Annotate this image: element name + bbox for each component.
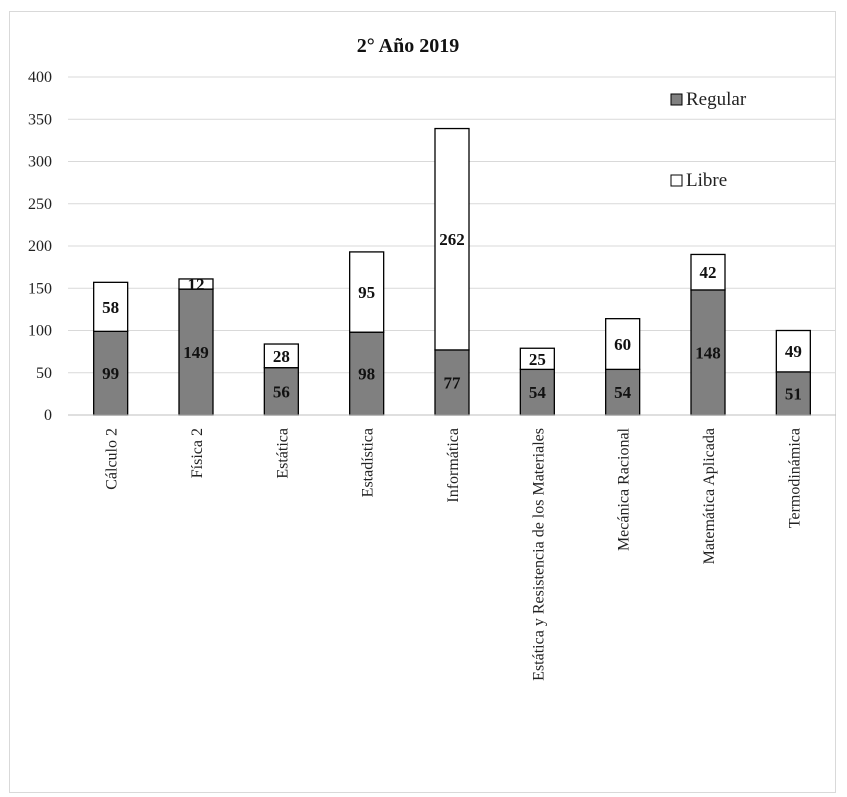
data-label: 60 bbox=[614, 335, 631, 354]
data-label: 54 bbox=[529, 383, 547, 402]
data-label: 98 bbox=[358, 365, 375, 384]
bars bbox=[93, 127, 811, 416]
y-tick-label: 50 bbox=[36, 365, 52, 382]
y-tick-label: 400 bbox=[28, 69, 52, 86]
data-label: 77 bbox=[444, 373, 462, 392]
bar-regular bbox=[690, 289, 726, 416]
x-category-label: Informática bbox=[445, 428, 462, 503]
legend-swatch-libre bbox=[670, 174, 683, 187]
x-category-label: Física 2 bbox=[189, 428, 206, 478]
data-label: 262 bbox=[439, 230, 465, 249]
bar-libre bbox=[519, 347, 555, 371]
legend-label-libre: Libre bbox=[686, 170, 727, 191]
bar-libre bbox=[605, 318, 641, 371]
y-tick-label: 350 bbox=[28, 111, 52, 128]
y-tick-label: 200 bbox=[28, 238, 52, 255]
x-category-label: Estática bbox=[274, 428, 291, 479]
x-category-label: Termodinámica bbox=[786, 428, 803, 528]
data-label: 51 bbox=[785, 384, 802, 403]
legend-label-regular: Regular bbox=[686, 89, 747, 110]
data-label: 12 bbox=[188, 275, 205, 294]
data-label: 42 bbox=[700, 263, 717, 282]
bar-regular bbox=[519, 368, 555, 416]
bar-libre bbox=[434, 127, 470, 351]
x-axis: Cálculo 2 Física 2 Estática Estadística Info… bbox=[68, 414, 836, 681]
y-axis: 0 50 100 150 200 250 300 350 400 bbox=[28, 69, 52, 424]
data-labels: 99 58 149 12 56 28 98 95 77 262 54 25 54 60 148 42 51 49 bbox=[102, 230, 802, 403]
data-label: 99 bbox=[102, 364, 119, 383]
data-label: 149 bbox=[183, 343, 209, 362]
x-category-label: Estática y Resistencia de los Materiales bbox=[530, 428, 547, 681]
legend-swatch-regular bbox=[670, 93, 683, 106]
y-tick-label: 0 bbox=[44, 407, 52, 424]
bar-libre bbox=[349, 251, 385, 333]
y-tick-label: 250 bbox=[28, 196, 52, 213]
data-label: 56 bbox=[273, 382, 290, 401]
data-label: 49 bbox=[785, 342, 802, 361]
bar-libre bbox=[690, 253, 726, 291]
bar-libre bbox=[775, 329, 811, 373]
data-label: 148 bbox=[695, 343, 721, 362]
bar-regular bbox=[263, 367, 299, 416]
x-category-label: Estadística bbox=[360, 428, 377, 497]
data-label: 95 bbox=[358, 283, 375, 302]
bar-libre bbox=[178, 278, 214, 290]
data-label: 54 bbox=[614, 383, 632, 402]
chart-title: 2° Año 2019 bbox=[357, 35, 459, 57]
bar-regular bbox=[349, 331, 385, 416]
bar-libre bbox=[263, 343, 299, 369]
x-category-label: Matemática Aplicada bbox=[701, 428, 718, 564]
data-label: 58 bbox=[102, 298, 119, 317]
bar-regular bbox=[775, 371, 811, 416]
data-label: 25 bbox=[529, 350, 546, 369]
bar-libre bbox=[93, 281, 129, 332]
legend: Regular Libre bbox=[670, 89, 747, 191]
x-category-label: Cálculo 2 bbox=[104, 428, 121, 490]
x-category-label: Mecánica Racional bbox=[616, 427, 633, 551]
y-tick-label: 300 bbox=[28, 154, 52, 171]
y-tick-label: 150 bbox=[28, 280, 52, 297]
y-tick-label: 100 bbox=[28, 323, 52, 340]
data-label: 28 bbox=[273, 347, 290, 366]
